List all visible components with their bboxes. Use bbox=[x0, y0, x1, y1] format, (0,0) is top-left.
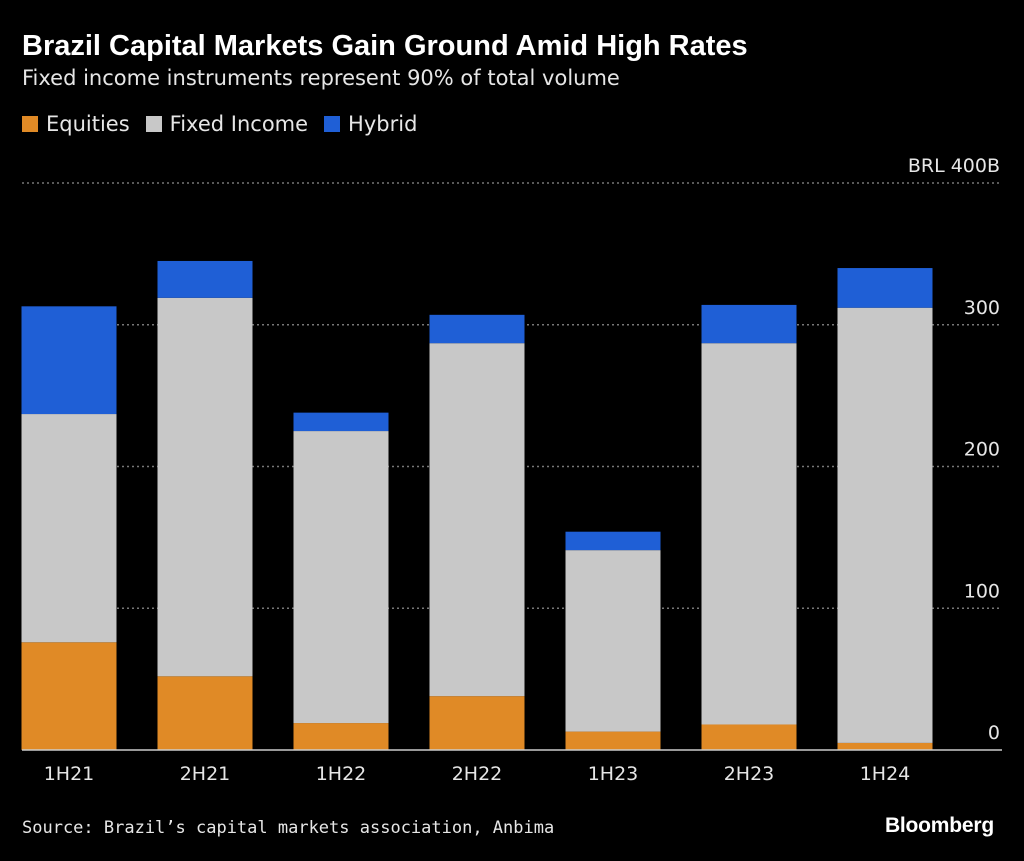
bar-equities bbox=[565, 731, 661, 750]
bar-fixed-income bbox=[293, 431, 389, 724]
bar-fixed-income bbox=[565, 550, 661, 732]
x-tick-label: 1H21 bbox=[44, 763, 95, 785]
source-note: Source: Brazil’s capital markets associa… bbox=[22, 818, 555, 838]
legend-swatch-hybrid bbox=[324, 116, 341, 132]
bar-fixed-income bbox=[429, 343, 525, 697]
legend-swatch-fixed-income bbox=[145, 116, 162, 132]
x-tick-label: 1H24 bbox=[860, 763, 911, 785]
x-tick-label: 2H22 bbox=[452, 763, 503, 785]
legend-item-equities: Equities bbox=[22, 112, 130, 136]
x-tick-label: 1H22 bbox=[316, 763, 367, 785]
bar-equities bbox=[701, 724, 797, 750]
bar-equities bbox=[157, 676, 253, 750]
bloomberg-logo: Bloomberg bbox=[884, 814, 994, 837]
legend-label-equities: Equities bbox=[46, 112, 130, 136]
bar-fixed-income bbox=[157, 297, 253, 677]
bar-hybrid bbox=[565, 531, 661, 551]
bar-hybrid bbox=[429, 314, 525, 344]
legend-item-fixed-income: Fixed Income bbox=[145, 112, 309, 136]
y-tick-label: BRL 400B bbox=[908, 155, 1000, 177]
bar-hybrid bbox=[837, 268, 933, 308]
bar-fixed-income bbox=[837, 307, 933, 743]
x-tick-label: 2H23 bbox=[724, 763, 775, 785]
y-tick-label: 100 bbox=[964, 580, 1000, 602]
y-tick-label: 300 bbox=[964, 297, 1000, 319]
bar-fixed-income bbox=[21, 414, 117, 643]
legend-label-fixed-income: Fixed Income bbox=[169, 112, 309, 136]
legend-swatch-equities bbox=[22, 116, 38, 132]
bar-equities bbox=[429, 696, 525, 750]
bar-hybrid bbox=[293, 412, 389, 432]
y-tick-label: 200 bbox=[964, 439, 1000, 461]
chart-title: Brazil Capital Markets Gain Ground Amid … bbox=[22, 30, 748, 62]
bar-equities bbox=[837, 742, 933, 750]
y-tick-label: 0 bbox=[988, 722, 1000, 744]
legend-label-hybrid: Hybrid bbox=[348, 112, 418, 136]
x-tick-label: 1H23 bbox=[588, 763, 639, 785]
legend-item-hybrid: Hybrid bbox=[324, 112, 417, 136]
bar-hybrid bbox=[21, 306, 117, 415]
chart-subtitle: Fixed income instruments represent 90% o… bbox=[22, 66, 620, 90]
bar-equities bbox=[293, 723, 389, 750]
legend: Equities Fixed Income Hybrid bbox=[22, 112, 433, 136]
bar-fixed-income bbox=[701, 343, 797, 725]
x-tick-label: 2H21 bbox=[180, 763, 231, 785]
bar-hybrid bbox=[701, 304, 797, 344]
bar-hybrid bbox=[157, 260, 253, 298]
bar-equities bbox=[21, 642, 117, 750]
